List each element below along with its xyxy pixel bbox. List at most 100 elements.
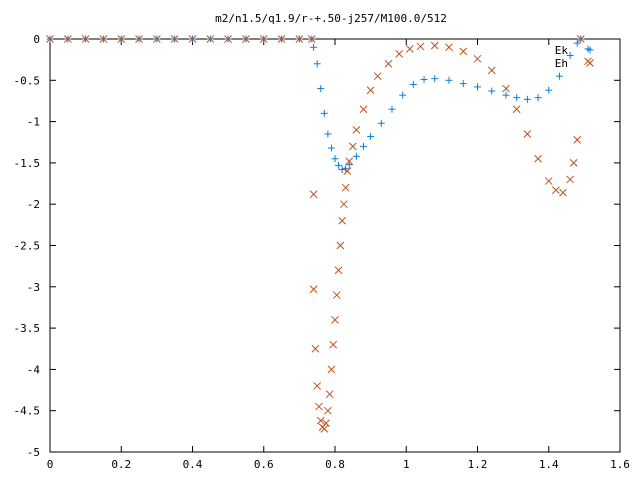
eh-point [445,43,453,52]
marker-stroke [343,167,352,176]
eh-point [99,35,108,43]
marker-stroke [117,35,126,43]
y-tick-label: -1 [27,116,40,129]
marker-stroke [224,35,232,43]
eh-point [416,42,425,51]
eh-point [395,50,403,58]
eh-point [327,365,336,374]
eh-point [487,66,496,75]
y-tick-label: -0.5 [14,74,41,87]
ek-point [445,76,453,84]
y-tick-label: -4 [27,363,41,376]
eh-point [405,45,414,53]
eh-point [307,35,316,43]
marker-stroke [523,130,532,138]
eh-point [277,35,286,43]
legend-label-eh: Eh [555,57,568,70]
marker-stroke [576,35,585,43]
marker-stroke [345,157,354,166]
eh-point [81,35,90,43]
marker-stroke [316,416,325,425]
eh-point [188,35,197,43]
eh-point [552,186,560,195]
eh-point [343,167,352,176]
marker-stroke [430,41,439,50]
marker-stroke [512,105,521,114]
ek-point [310,43,318,51]
eh-point [512,105,521,114]
ek-point [317,85,325,93]
ek-point [331,155,339,163]
ek-point [534,94,542,102]
marker-stroke [341,183,350,192]
eh-point [63,35,72,43]
x-tick-label: 0.4 [183,458,203,471]
marker-stroke [242,35,250,43]
marker-stroke [320,425,329,433]
eh-point [586,59,594,67]
chart-title: m2/n1.5/q1.9/r-+.50-j257/M100.0/512 [215,12,447,25]
marker-stroke [81,35,90,43]
marker-stroke [586,59,594,67]
marker-stroke [340,200,348,209]
marker-stroke [338,216,346,225]
series-eh [46,35,592,433]
eh-point [153,35,161,43]
eh-point [320,425,329,433]
eh-point [352,126,361,134]
ek-point [573,39,581,47]
marker-stroke [170,35,179,43]
marker-stroke [559,188,567,197]
eh-point [502,84,510,93]
y-tick-label: -2.5 [14,240,41,253]
marker-stroke [569,159,578,167]
y-tick-label: -3.5 [14,322,41,335]
eh-point [322,419,330,427]
marker-stroke [153,35,161,43]
eh-point [242,35,250,43]
ek-point [320,109,328,117]
eh-point [576,35,585,43]
eh-point [117,35,126,43]
ek-point [338,166,346,174]
x-tick-label: 0.2 [111,458,131,471]
eh-point [348,142,357,151]
data-series [46,35,592,433]
eh-point [324,406,332,415]
marker-stroke [332,291,341,299]
eh-point [534,154,542,163]
x-tick-label: 1.6 [610,458,630,471]
ek-point [566,52,574,60]
ek-point [399,91,407,99]
eh-point [473,54,482,63]
marker-stroke [311,344,320,353]
marker-stroke [534,154,542,163]
marker-stroke [552,186,560,195]
eh-point [46,35,54,43]
marker-stroke [309,190,318,199]
x-tick-label: 1 [403,458,410,471]
marker-stroke [313,382,322,390]
marker-stroke [544,177,553,185]
marker-stroke [315,402,323,411]
ek-point [502,91,510,99]
eh-point [566,175,574,184]
marker-stroke [206,35,215,43]
marker-stroke [188,35,197,43]
x-tick-label: 1.2 [468,458,488,471]
axis-ticks: 0 0.2 0.4 0.6 0.8 1 1.2 1.4 1.6 0 -0.5 -1 -1.5 -2 -2.5… [14,33,630,471]
x-tick-label: 0.8 [325,458,345,471]
marker-stroke [334,266,343,275]
marker-stroke [135,35,143,43]
ek-point [545,86,553,94]
ek-point [513,94,521,102]
x-tick-label: 1.4 [539,458,559,471]
ek-point [352,152,360,160]
marker-stroke [459,47,468,56]
ek-point [367,132,375,140]
ek-point [324,130,332,138]
eh-point [313,382,322,390]
eh-point [332,291,341,299]
ek-point [377,119,385,127]
